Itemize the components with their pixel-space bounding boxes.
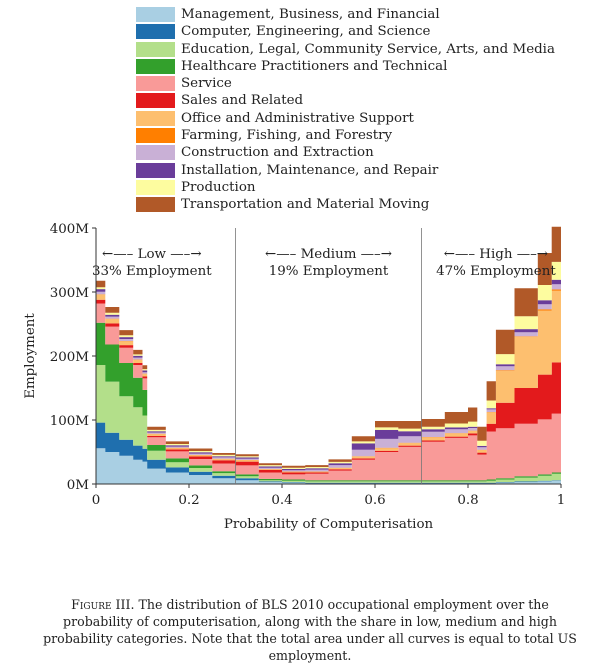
legend-label: Construction and Extraction (181, 145, 374, 161)
legend-label: Office and Administrative Support (181, 110, 414, 126)
legend-swatch (136, 7, 175, 22)
legend-item: Construction and Extraction (136, 144, 576, 161)
legend-label: Management, Business, and Financial (181, 7, 440, 22)
legend-item: Sales and Related (136, 92, 576, 109)
caption-us: US (557, 631, 577, 646)
legend-label: Computer, Engineering, and Science (181, 24, 431, 40)
caption-text-1: The distribution of (134, 597, 262, 612)
region-share-label: 47% Employment (436, 264, 556, 279)
chart-area: 0 0.2 0.4 0.6 0.8 1 0M 100M 200M 300M 400M Probabi… (23, 197, 566, 532)
legend-swatch (136, 76, 175, 92)
x-tick-label: 0 (92, 493, 101, 508)
region-share-label: 19% Employment (269, 264, 389, 279)
legend-swatch (136, 110, 175, 126)
x-tick-label: 0.2 (178, 493, 199, 508)
chart-legend: Management, Business, and Financial Compu… (136, 6, 576, 214)
legend-item: Management, Business, and Financial (136, 6, 576, 23)
legend-swatch (136, 197, 175, 213)
legend-swatch (136, 24, 175, 40)
caption-text-2: 2010 occupational employment over the pr… (43, 597, 558, 646)
y-tick-label: 0M (67, 478, 90, 493)
x-tick-label: 0.8 (457, 493, 478, 508)
legend-item: Transportation and Material Moving (136, 196, 576, 213)
legend-label: Transportation and Material Moving (181, 197, 430, 213)
legend-item: Installation, Maintenance, and Repair (136, 162, 576, 179)
legend-swatch (136, 58, 175, 74)
legend-item: Service (136, 75, 576, 92)
region-arrow-label: ←—– Medium —–→ (265, 247, 392, 262)
legend-label: Sales and Related (181, 93, 304, 109)
legend-label: Healthcare Practitioners and Technical (181, 58, 448, 74)
legend-label: Education, Legal, Community Service, Art… (181, 41, 555, 57)
y-tick-label: 400M (50, 222, 90, 237)
x-axis-title: Probability of Computerisation (224, 517, 434, 532)
legend-label: Production (181, 179, 256, 195)
plot-layer (96, 197, 561, 484)
caption-figure-label: Figure III. (71, 597, 135, 612)
caption-text-3: employment. (268, 648, 352, 663)
region-share-label: 33% Employment (92, 264, 212, 279)
legend-swatch (136, 162, 175, 178)
legend-label: Installation, Maintenance, and Repair (181, 162, 439, 178)
legend-label: Farming, Fishing, and Forestry (181, 128, 393, 144)
legend-swatch (136, 128, 175, 144)
y-tick-label: 300M (50, 286, 90, 301)
caption-bls: BLS (261, 597, 288, 612)
legend-swatch (136, 145, 175, 161)
label-layer: Probability of Computerisation Employment… (23, 247, 556, 532)
legend-item: Production (136, 179, 576, 196)
legend-item: Office and Administrative Support (136, 110, 576, 127)
legend-item: Computer, Engineering, and Science (136, 23, 576, 40)
area-series (96, 303, 561, 481)
legend-item: Farming, Fishing, and Forestry (136, 127, 576, 144)
region-arrow-label: ←—– Low —–→ (102, 247, 202, 262)
y-tick-label: 100M (50, 414, 90, 429)
legend-swatch (136, 93, 175, 109)
legend-item: Healthcare Practitioners and Technical (136, 58, 576, 75)
area-series (96, 448, 561, 484)
x-tick-label: 0.4 (271, 493, 292, 508)
y-tick-label: 200M (50, 350, 90, 365)
region-arrow-label: ←—– High —–→ (444, 247, 548, 262)
legend-item: Education, Legal, Community Service, Art… (136, 41, 576, 58)
x-tick-label: 1 (557, 493, 566, 508)
legend-label: Service (181, 76, 232, 92)
y-axis-title: Employment (23, 313, 38, 399)
legend-swatch (136, 179, 175, 195)
legend-swatch (136, 41, 175, 57)
x-tick-label: 0.6 (364, 493, 385, 508)
axes-layer: 0 0.2 0.4 0.6 0.8 1 0M 100M 200M 300M 400M (50, 222, 566, 508)
figure-caption: Figure III. The distribution of BLS 2010… (40, 596, 580, 664)
